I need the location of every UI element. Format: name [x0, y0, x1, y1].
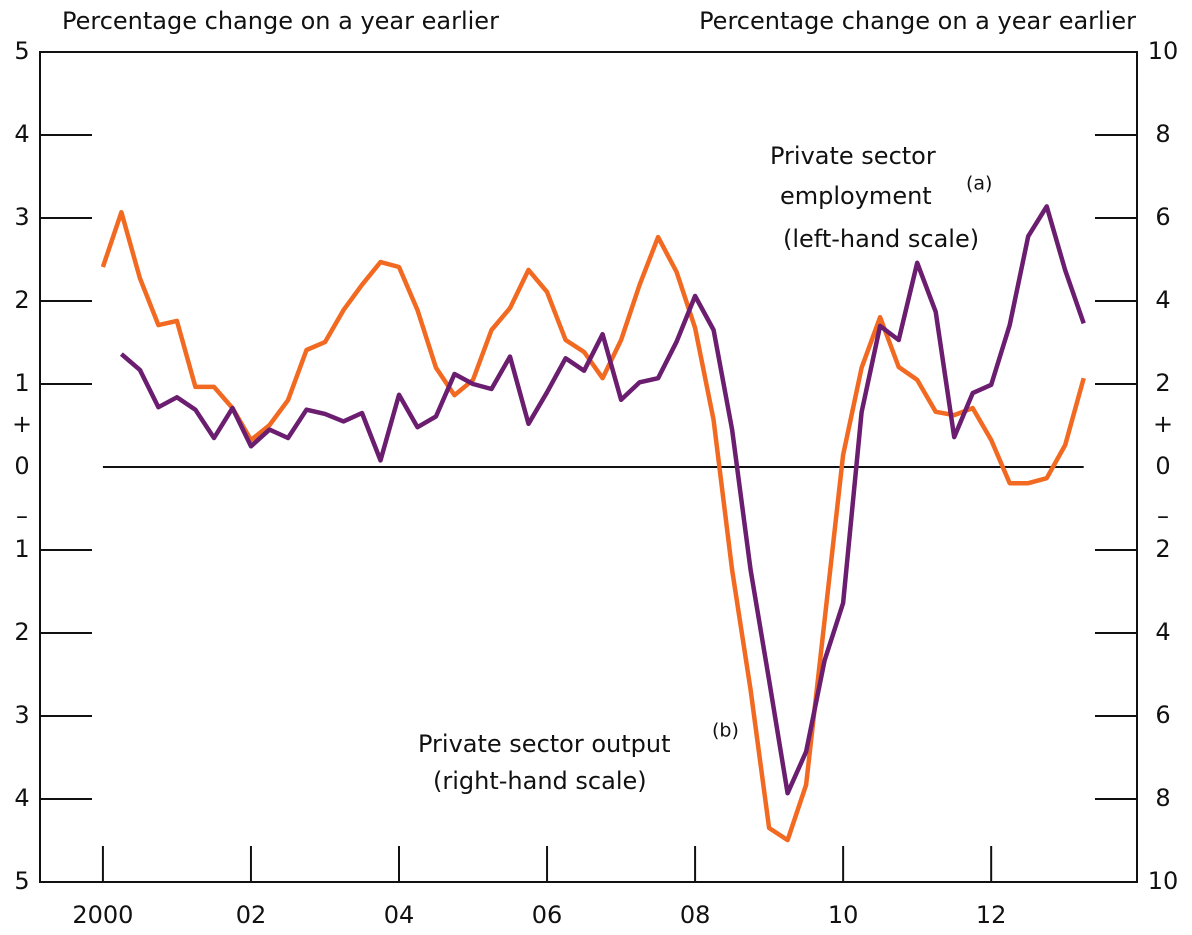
x-tick-label: 02 — [236, 901, 267, 929]
x-tick-label: 12 — [976, 901, 1007, 929]
annotation: employment — [780, 182, 932, 210]
y-tick-label: 2 — [14, 286, 29, 314]
x-tick-label: 06 — [532, 901, 563, 929]
annotation: (right-hand scale) — [433, 767, 647, 795]
annotation: (a) — [966, 173, 992, 195]
y2-tick-label: 8 — [1155, 120, 1170, 148]
series-line — [100, 209, 1086, 843]
y-tick-label: 0 — [14, 452, 29, 480]
sign-minus: – — [1157, 502, 1169, 530]
x-tick-label: 10 — [828, 901, 859, 929]
sign-plus: + — [12, 410, 32, 438]
sign-plus: + — [1153, 410, 1173, 438]
y2-tick-label: 2 — [1155, 535, 1170, 563]
y-tick-label: 3 — [14, 203, 29, 231]
y-tick-label: 5 — [14, 37, 29, 65]
y-tick-label: 1 — [14, 535, 29, 563]
x-tick-label: 2000 — [72, 901, 133, 929]
series-line — [119, 204, 1086, 796]
sign-minus: – — [16, 502, 28, 530]
y-tick-label: 1 — [14, 369, 29, 397]
x-tick-label: 04 — [384, 901, 415, 929]
y-tick-label: 3 — [14, 701, 29, 729]
y-axis-label: Percentage change on a year earlier — [62, 7, 499, 35]
y2-tick-label: 10 — [1148, 37, 1179, 65]
y-tick-label: 4 — [14, 784, 29, 812]
annotation: Private sector — [770, 142, 936, 170]
y2-tick-label: 6 — [1155, 203, 1170, 231]
y2-tick-label: 0 — [1155, 452, 1170, 480]
annotation: Private sector output — [418, 730, 671, 758]
y-tick-label: 5 — [14, 867, 29, 895]
y-tick-label: 2 — [14, 618, 29, 646]
y2-tick-label: 4 — [1155, 286, 1170, 314]
plot-frame — [39, 51, 1138, 883]
y2-tick-label: 6 — [1155, 701, 1170, 729]
annotation: (left-hand scale) — [783, 225, 979, 253]
y2-tick-label: 10 — [1148, 867, 1179, 895]
y2-axis-label: Percentage change on a year earlier — [699, 7, 1136, 35]
x-tick-label: 08 — [680, 901, 711, 929]
y2-tick-label: 2 — [1155, 369, 1170, 397]
y2-tick-label: 4 — [1155, 618, 1170, 646]
y-tick-label: 4 — [14, 120, 29, 148]
annotation: (b) — [712, 720, 739, 742]
y2-tick-label: 8 — [1155, 784, 1170, 812]
